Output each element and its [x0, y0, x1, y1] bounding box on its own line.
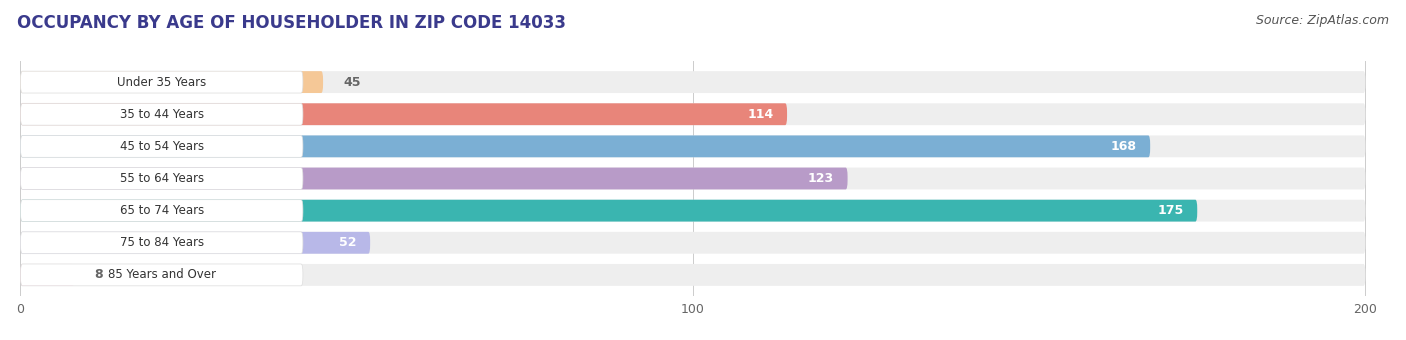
- Text: 85 Years and Over: 85 Years and Over: [108, 268, 215, 282]
- Text: 175: 175: [1157, 204, 1184, 217]
- Text: 55 to 64 Years: 55 to 64 Years: [120, 172, 204, 185]
- FancyBboxPatch shape: [21, 103, 1365, 125]
- FancyBboxPatch shape: [21, 168, 848, 189]
- Text: 45: 45: [343, 75, 361, 89]
- FancyBboxPatch shape: [21, 135, 1150, 157]
- FancyBboxPatch shape: [21, 103, 302, 125]
- FancyBboxPatch shape: [21, 264, 1365, 286]
- Text: 75 to 84 Years: 75 to 84 Years: [120, 236, 204, 249]
- FancyBboxPatch shape: [21, 135, 302, 157]
- Text: 123: 123: [808, 172, 834, 185]
- Text: 168: 168: [1111, 140, 1136, 153]
- Text: 8: 8: [94, 268, 103, 282]
- Text: 114: 114: [748, 108, 773, 121]
- FancyBboxPatch shape: [21, 232, 370, 254]
- FancyBboxPatch shape: [21, 200, 1365, 222]
- FancyBboxPatch shape: [21, 71, 302, 93]
- Text: 65 to 74 Years: 65 to 74 Years: [120, 204, 204, 217]
- Text: Source: ZipAtlas.com: Source: ZipAtlas.com: [1256, 14, 1389, 27]
- FancyBboxPatch shape: [21, 135, 1365, 157]
- FancyBboxPatch shape: [21, 232, 1365, 254]
- FancyBboxPatch shape: [21, 71, 323, 93]
- FancyBboxPatch shape: [21, 200, 302, 222]
- Text: Under 35 Years: Under 35 Years: [117, 75, 207, 89]
- Text: 45 to 54 Years: 45 to 54 Years: [120, 140, 204, 153]
- FancyBboxPatch shape: [21, 232, 302, 254]
- Text: 52: 52: [339, 236, 357, 249]
- FancyBboxPatch shape: [21, 264, 302, 286]
- FancyBboxPatch shape: [21, 200, 1198, 222]
- Text: OCCUPANCY BY AGE OF HOUSEHOLDER IN ZIP CODE 14033: OCCUPANCY BY AGE OF HOUSEHOLDER IN ZIP C…: [17, 14, 565, 32]
- FancyBboxPatch shape: [21, 71, 1365, 93]
- FancyBboxPatch shape: [21, 168, 302, 189]
- FancyBboxPatch shape: [21, 103, 787, 125]
- Text: 35 to 44 Years: 35 to 44 Years: [120, 108, 204, 121]
- FancyBboxPatch shape: [21, 168, 1365, 189]
- FancyBboxPatch shape: [21, 264, 75, 286]
